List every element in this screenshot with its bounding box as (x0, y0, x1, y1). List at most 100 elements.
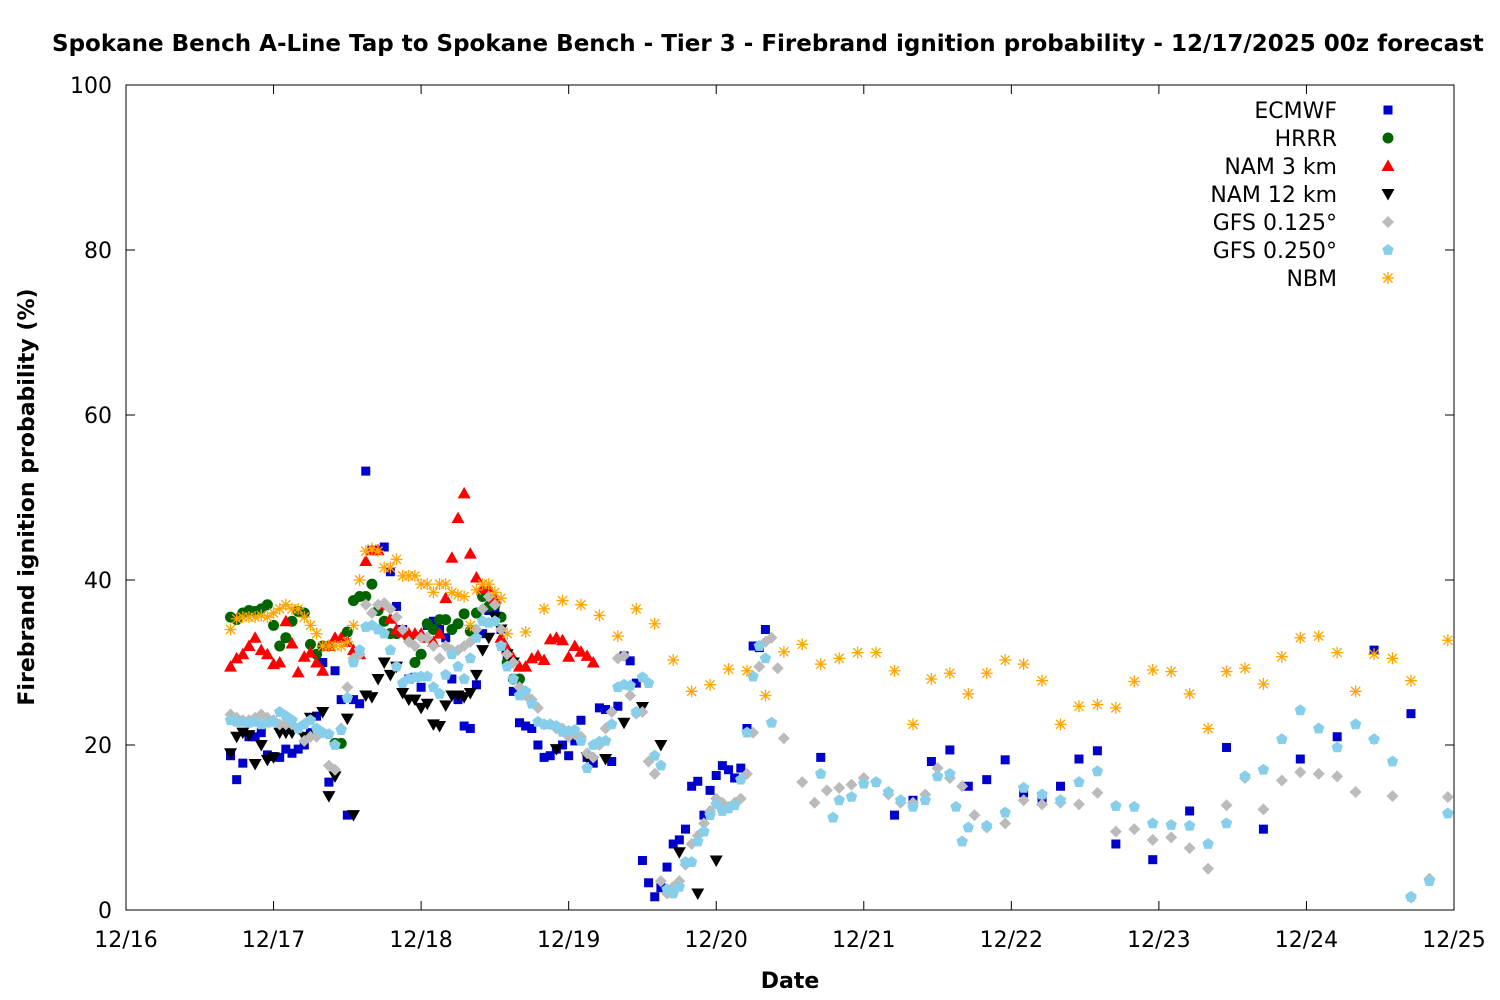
data-point (421, 631, 434, 644)
data-point (1386, 652, 1399, 665)
data-point (366, 578, 378, 590)
legend-label: GFS 0.125° (1213, 211, 1337, 236)
data-point (273, 602, 286, 615)
data-point (717, 761, 727, 771)
data-point (463, 688, 477, 700)
data-point (1313, 722, 1325, 734)
data-point (501, 660, 513, 672)
series-gfs-0-250- (224, 615, 1454, 902)
data-point (1165, 665, 1178, 678)
data-point (1017, 658, 1030, 671)
data-point (452, 618, 464, 630)
data-point (501, 648, 514, 661)
data-point (672, 847, 686, 859)
legend-marker (1381, 189, 1395, 201)
data-point (255, 609, 268, 622)
data-point (833, 652, 846, 665)
data-point (415, 648, 427, 660)
data-point (470, 623, 483, 636)
data-point (275, 752, 285, 762)
data-point (858, 777, 870, 789)
data-point (286, 714, 298, 726)
data-point (1036, 798, 1049, 811)
data-point (980, 667, 993, 680)
data-point (465, 724, 475, 733)
data-point (570, 736, 580, 746)
data-point (359, 554, 373, 567)
data-point (796, 776, 809, 789)
data-point (1331, 646, 1344, 659)
data-point (1332, 732, 1342, 742)
data-point (1405, 890, 1417, 902)
data-point (439, 578, 452, 591)
data-point (495, 623, 508, 636)
data-point (944, 767, 956, 779)
data-point (950, 800, 962, 812)
data-point (999, 806, 1011, 818)
data-point (558, 740, 568, 750)
data-point (463, 547, 477, 559)
data-point (421, 578, 434, 591)
data-point (1349, 786, 1362, 799)
data-point (777, 645, 790, 658)
data-point (668, 839, 678, 849)
data-point (815, 767, 827, 779)
data-point (274, 640, 286, 652)
x-tick-label: 12/22 (980, 928, 1043, 953)
x-tick-label: 12/20 (685, 928, 748, 953)
data-point (624, 679, 636, 691)
data-point (232, 775, 242, 785)
data-point (545, 751, 555, 761)
data-point (287, 748, 297, 758)
data-point (704, 809, 716, 820)
data-point (439, 700, 453, 712)
data-point (870, 646, 883, 659)
data-point (1294, 704, 1306, 716)
data-point (618, 649, 630, 662)
data-point (273, 656, 287, 668)
data-point (303, 646, 317, 658)
data-point (384, 561, 397, 574)
data-point (464, 619, 477, 632)
data-point (457, 692, 471, 704)
legend-marker (1382, 216, 1394, 228)
data-point (427, 624, 439, 635)
data-point (697, 817, 710, 830)
data-point (625, 656, 635, 666)
data-point (292, 602, 305, 615)
data-point (353, 644, 366, 655)
data-point (1128, 675, 1141, 688)
data-point (833, 794, 845, 806)
data-point (440, 668, 452, 680)
data-point (439, 591, 453, 604)
data-point (254, 740, 268, 752)
data-point (1368, 733, 1380, 745)
data-point (568, 639, 582, 651)
data-point (741, 726, 753, 738)
data-point (851, 646, 864, 659)
data-point (341, 635, 354, 648)
data-point (335, 724, 347, 735)
data-point (730, 773, 740, 783)
data-point (1257, 677, 1270, 690)
data-point (377, 657, 391, 669)
data-point (907, 800, 919, 812)
x-tick-label: 12/23 (1127, 928, 1190, 953)
data-point (631, 678, 641, 688)
legend-marker (1382, 272, 1394, 284)
data-point (586, 656, 600, 668)
data-point (680, 824, 690, 834)
data-point (656, 883, 666, 893)
data-point (1019, 788, 1029, 798)
data-point (1000, 755, 1010, 765)
data-point (630, 706, 642, 717)
data-point (1220, 799, 1233, 812)
data-point (581, 762, 593, 773)
data-point (310, 656, 324, 668)
data-point (685, 685, 698, 698)
data-point (1349, 718, 1362, 730)
data-point (482, 590, 495, 603)
data-point (1294, 766, 1307, 779)
data-point (1017, 781, 1030, 793)
data-point (236, 647, 250, 660)
